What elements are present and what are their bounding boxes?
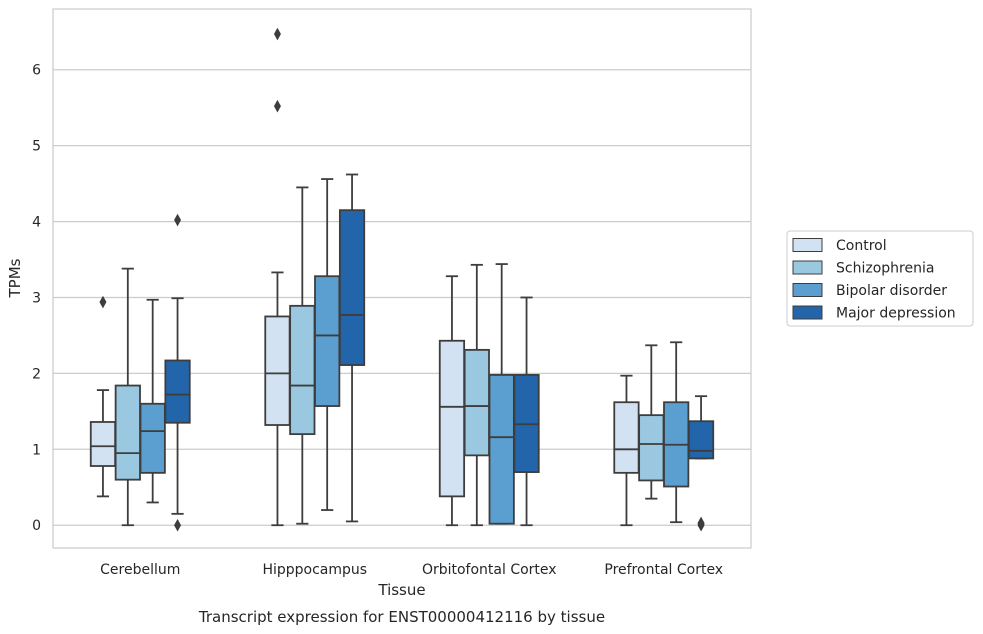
legend-label: Schizophrenia	[836, 261, 934, 277]
box-groups	[89, 27, 715, 532]
chart-caption: Transcript expression for ENST0000041211…	[198, 608, 605, 626]
x-axis-label: Tissue	[377, 581, 425, 599]
y-tick-labels: 0 1 2 3 4 5 6	[32, 63, 41, 534]
box-body	[264, 315, 291, 426]
outlier-point	[174, 213, 182, 227]
box-element	[663, 341, 690, 524]
category-group	[613, 341, 715, 532]
legend-item: Schizophrenia	[792, 260, 934, 277]
box-body	[314, 275, 341, 407]
box-body	[488, 374, 515, 525]
box-element	[139, 298, 166, 504]
box-body	[114, 384, 141, 481]
box-body	[164, 359, 191, 424]
legend-item: Control	[792, 238, 887, 254]
category-group	[438, 263, 540, 527]
category-group	[264, 27, 366, 527]
box-element	[338, 173, 366, 523]
box-element	[289, 186, 316, 525]
box-element	[513, 296, 540, 527]
box-body	[438, 339, 466, 498]
legend-swatch	[792, 260, 823, 275]
y-tick-label: 1	[32, 442, 41, 458]
outlier-point	[273, 27, 281, 41]
box-body	[338, 209, 366, 366]
y-axis-label: TPMs	[6, 258, 24, 298]
box-element	[638, 344, 665, 500]
box-element	[438, 275, 466, 527]
plot-frame	[52, 8, 752, 549]
y-tick-label: 6	[32, 63, 41, 79]
legend-swatch	[792, 283, 823, 297]
legend: Control Schizophrenia Bipolar disorder Majo…	[786, 230, 974, 327]
outlier-point	[697, 516, 705, 530]
box-element	[463, 263, 490, 527]
box-body	[638, 414, 665, 482]
box-element	[314, 178, 341, 511]
legend-frame	[786, 230, 974, 327]
legend-item: Major depression	[792, 305, 956, 322]
y-tick-label: 0	[32, 518, 41, 534]
box-body	[139, 402, 166, 474]
legend-swatch	[792, 305, 823, 320]
box-body	[463, 348, 490, 457]
box-body	[289, 304, 316, 436]
outlier-point	[99, 295, 107, 309]
legend-swatch	[792, 238, 823, 252]
box-element	[613, 374, 640, 527]
box-element	[164, 213, 191, 532]
outlier-point	[174, 518, 182, 532]
box-element	[114, 267, 141, 527]
box-body	[687, 420, 715, 460]
x-tick-label: Hipppocampus	[262, 562, 367, 578]
box-element	[264, 27, 291, 527]
category-group	[89, 213, 191, 532]
legend-label: Major depression	[836, 306, 956, 322]
y-tick-label: 4	[32, 215, 41, 231]
y-tick-label: 3	[32, 290, 41, 306]
x-tick-label: Orbitofontal Cortex	[422, 562, 557, 578]
y-tick-label: 5	[32, 139, 41, 155]
x-tick-label: Prefrontal Cortex	[604, 562, 723, 578]
box-body	[613, 401, 640, 474]
outlier-point	[273, 99, 281, 113]
y-tick-label: 2	[32, 366, 41, 382]
x-tick-label: Cerebellum	[100, 562, 180, 578]
legend-label: Bipolar disorder	[836, 283, 947, 299]
box-body	[89, 421, 117, 467]
legend-label: Control	[836, 238, 887, 254]
box-element	[687, 395, 715, 532]
legend-item: Bipolar disorder	[792, 283, 947, 299]
x-tick-labels: Cerebellum Hipppocampus Orbitofontal Corte…	[100, 562, 723, 578]
